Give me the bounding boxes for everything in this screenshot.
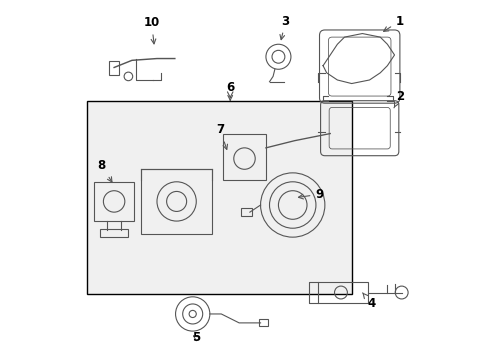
Bar (94, 182, 134, 221)
Text: 2: 2 (393, 90, 403, 108)
Text: 1: 1 (383, 14, 403, 31)
Bar (241, 208, 251, 216)
Bar (141, 169, 212, 234)
Text: 9: 9 (298, 188, 323, 201)
Bar (87, 102, 351, 294)
Text: 3: 3 (279, 14, 289, 40)
Text: 8: 8 (97, 159, 112, 182)
Bar (108, 61, 119, 75)
Text: 10: 10 (143, 16, 160, 44)
Bar (100, 229, 128, 237)
Bar (258, 319, 267, 327)
Text: 5: 5 (192, 332, 200, 345)
Bar (317, 282, 367, 303)
Text: 6: 6 (225, 81, 234, 100)
Bar (223, 134, 265, 180)
Text: 7: 7 (216, 123, 227, 149)
Text: 4: 4 (362, 293, 375, 310)
